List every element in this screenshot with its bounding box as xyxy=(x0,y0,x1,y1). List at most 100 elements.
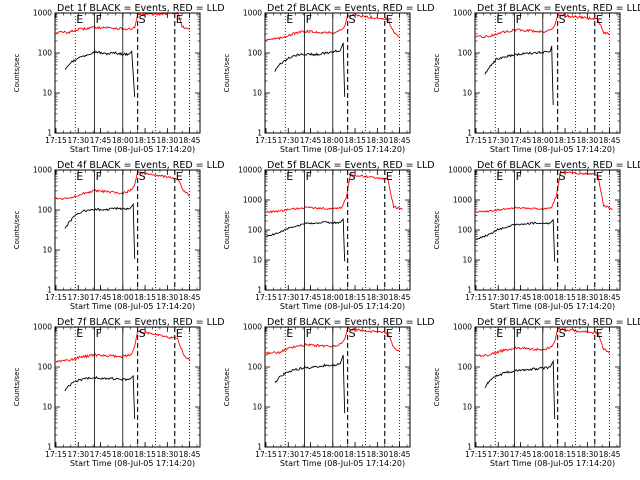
x-axis-label: Start Time (08-Jul-05 17:14:20) xyxy=(70,302,195,311)
lld-series-line xyxy=(265,327,400,356)
y-tick-label: 10000 xyxy=(238,166,262,175)
y-tick-label: 10 xyxy=(252,403,262,412)
x-tick-label: 18:15 xyxy=(134,293,156,302)
marker-label-f: F xyxy=(96,13,102,26)
panel-det-6: Det 6f BLACK = Events, RED = LLD Counts/s… xyxy=(433,160,640,311)
x-axis-label: Start Time (08-Jul-05 17:14:20) xyxy=(490,302,615,311)
events-series-line xyxy=(484,359,556,420)
x-tick-label: 18:45 xyxy=(179,450,201,459)
y-tick-label: 100 xyxy=(248,49,263,58)
x-tick-label: 18:45 xyxy=(179,136,201,145)
x-tick-label: 18:15 xyxy=(134,450,156,459)
x-tick-label: 17:45 xyxy=(510,450,532,459)
x-tick-label: 17:15 xyxy=(465,293,487,302)
y-axis-label: Counts/sec xyxy=(13,54,21,93)
y-axis-label: Counts/sec xyxy=(223,368,231,407)
y-tick-label: 1 xyxy=(257,286,262,295)
y-tick-label: 10 xyxy=(252,89,262,98)
x-tick-label: 18:00 xyxy=(532,450,554,459)
x-tick-label: 18:00 xyxy=(112,450,134,459)
x-tick-label: 17:30 xyxy=(67,293,89,302)
panel-det-5: Det 5f BLACK = Events, RED = LLD Counts/s… xyxy=(223,160,435,311)
panel-title: Det 4f BLACK = Events, RED = LLD xyxy=(57,160,225,171)
marker-label-s: S xyxy=(139,327,146,340)
marker-label-e: E xyxy=(286,327,293,340)
y-tick-label: 10 xyxy=(462,89,472,98)
lld-series-line xyxy=(265,13,400,41)
panel-det-2: Det 2f BLACK = Events, RED = LLD Counts/s… xyxy=(223,3,435,154)
y-tick-label: 1 xyxy=(467,286,472,295)
marker-label-e: E xyxy=(176,170,183,183)
x-tick-label: 17:45 xyxy=(90,450,112,459)
marker-label-s: S xyxy=(349,327,356,340)
lld-series-line xyxy=(475,327,610,358)
x-tick-label: 17:45 xyxy=(90,136,112,145)
panel-det-9: Det 9f BLACK = Events, RED = LLD Counts/s… xyxy=(433,317,640,468)
panel-title: Det 7f BLACK = Events, RED = LLD xyxy=(57,317,225,328)
lld-series-line xyxy=(55,170,190,201)
marker-label-e: E xyxy=(596,327,603,340)
marker-label-e: E xyxy=(176,13,183,26)
events-series-line xyxy=(475,218,556,262)
panel-title: Det 9f BLACK = Events, RED = LLD xyxy=(477,317,640,328)
y-tick-label: 10 xyxy=(462,256,472,265)
plot-frame xyxy=(474,12,621,134)
x-tick-label: 18:45 xyxy=(389,293,411,302)
x-tick-label: 18:30 xyxy=(157,450,179,459)
y-tick-label: 1000 xyxy=(243,323,262,332)
panel-title: Det 3f BLACK = Events, RED = LLD xyxy=(477,3,640,14)
x-tick-label: 17:30 xyxy=(487,136,509,145)
x-tick-label: 17:30 xyxy=(67,450,89,459)
x-tick-label: 18:45 xyxy=(389,136,411,145)
marker-label-e: E xyxy=(496,327,503,340)
panel-title: Det 2f BLACK = Events, RED = LLD xyxy=(267,3,435,14)
x-tick-label: 17:30 xyxy=(277,293,299,302)
x-tick-label: 18:30 xyxy=(577,293,599,302)
y-tick-label: 10 xyxy=(42,403,52,412)
marker-label-s: S xyxy=(139,170,146,183)
y-tick-label: 1 xyxy=(257,129,262,138)
marker-label-e: E xyxy=(76,327,83,340)
x-tick-label: 17:30 xyxy=(487,450,509,459)
x-tick-label: 18:15 xyxy=(344,136,366,145)
y-tick-label: 1000 xyxy=(243,196,262,205)
plot-frame xyxy=(264,12,411,134)
y-tick-label: 1000 xyxy=(33,9,52,18)
x-tick-label: 17:15 xyxy=(255,136,277,145)
y-tick-label: 10 xyxy=(462,403,472,412)
x-tick-label: 17:15 xyxy=(45,450,67,459)
marker-label-e: E xyxy=(386,13,393,26)
marker-label-e: E xyxy=(496,170,503,183)
marker-label-e: E xyxy=(286,170,293,183)
marker-label-e: E xyxy=(496,13,503,26)
y-tick-label: 1000 xyxy=(453,9,472,18)
plot-frame xyxy=(54,12,201,134)
x-tick-label: 18:45 xyxy=(179,293,201,302)
y-tick-label: 100 xyxy=(248,226,263,235)
plot-frame xyxy=(54,169,201,291)
x-tick-label: 18:15 xyxy=(134,136,156,145)
lld-series-line xyxy=(475,170,613,213)
y-tick-label: 100 xyxy=(38,49,53,58)
x-tick-label: 18:00 xyxy=(322,293,344,302)
events-series-line xyxy=(64,374,136,420)
x-tick-label: 17:15 xyxy=(45,293,67,302)
y-tick-label: 1000 xyxy=(243,9,262,18)
marker-label-e: E xyxy=(176,327,183,340)
marker-label-f: F xyxy=(96,170,102,183)
plot-frame xyxy=(474,326,621,448)
y-tick-label: 1000 xyxy=(453,196,472,205)
y-tick-label: 1 xyxy=(47,286,52,295)
x-tick-label: 17:45 xyxy=(300,136,322,145)
panel-det-7: Det 7f BLACK = Events, RED = LLD Counts/s… xyxy=(13,317,225,468)
events-series-line xyxy=(64,49,136,97)
y-axis-label: Counts/sec xyxy=(433,211,441,250)
x-tick-label: 18:30 xyxy=(367,136,389,145)
panel-title: Det 1f BLACK = Events, RED = LLD xyxy=(57,3,225,14)
marker-label-s: S xyxy=(559,13,566,26)
panel-det-4: Det 4f BLACK = Events, RED = LLD Counts/s… xyxy=(13,160,225,311)
y-tick-label: 1 xyxy=(47,129,52,138)
plot-frame xyxy=(474,169,621,291)
y-tick-label: 10 xyxy=(42,89,52,98)
marker-label-s: S xyxy=(139,13,146,26)
